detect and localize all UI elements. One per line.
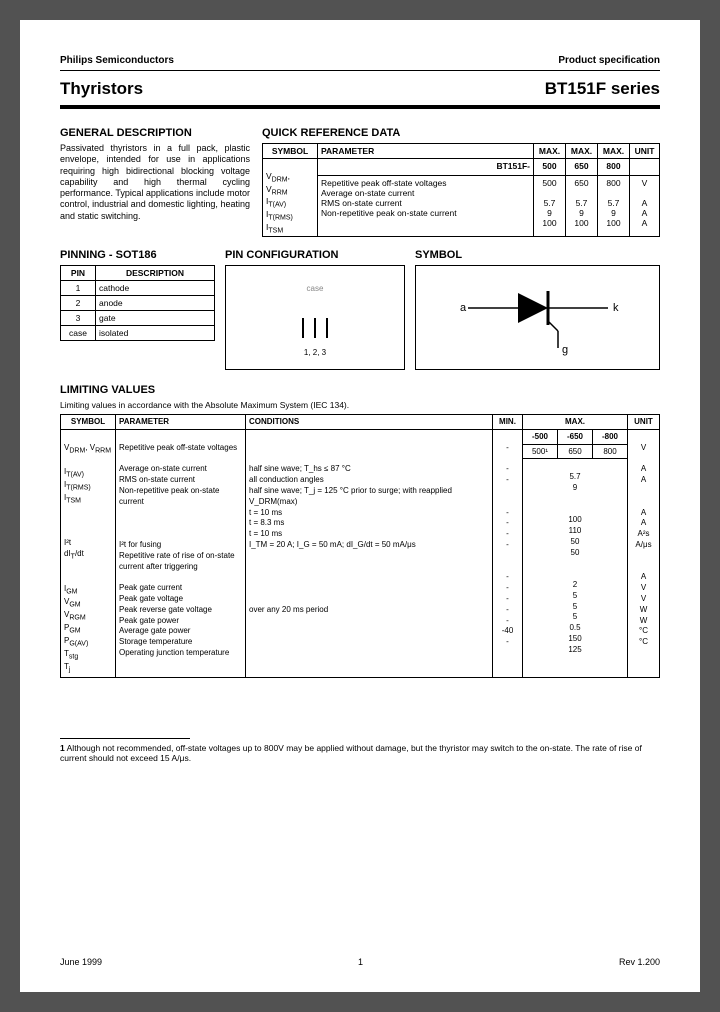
svg-text:a: a [460, 302, 467, 314]
qref-unit-blank [630, 159, 660, 176]
qref-part-800: 800 [598, 159, 630, 176]
quick-reference: QUICK REFERENCE DATA SYMBOL PARAMETER MA… [262, 127, 660, 237]
lim-min: -------------40- [493, 430, 523, 678]
thyristor-icon: a k g [448, 273, 628, 363]
pinning-table: PIN DESCRIPTION 1cathode 2anode 3gate ca… [60, 265, 215, 341]
limiting-note: Limiting values in accordance with the A… [60, 400, 660, 410]
footer-rev: Rev 1.200 [619, 957, 660, 967]
qref-part-500: 500 [534, 159, 566, 176]
lim-units: VAAAAA²sA/μsAVVWW°C°C [628, 430, 660, 678]
pin-col-desc: DESCRIPTION [96, 266, 215, 281]
footnote-rule [60, 738, 190, 739]
lim-max-merged: 5.79100110505025550.5150125 [523, 459, 628, 678]
page-header: Philips Semiconductors Product specifica… [60, 55, 660, 66]
qref-col-parameter: PARAMETER [318, 144, 534, 159]
svg-text:k: k [613, 302, 619, 314]
limiting-table: SYMBOL PARAMETER CONDITIONS MIN. MAX. UN… [60, 414, 660, 677]
pin-col-pin: PIN [61, 266, 96, 281]
pinconf-diagram: case 1, 2, 3 [225, 265, 405, 370]
lim-conditions: half sine wave; T_hs ≤ 87 °C all conduct… [246, 430, 493, 678]
svg-text:case: case [307, 284, 324, 293]
qref-col-max3: MAX. [598, 144, 630, 159]
symbol-heading: SYMBOL [415, 249, 660, 261]
qref-col-symbol: SYMBOL [263, 144, 318, 159]
qref-heading: QUICK REFERENCE DATA [262, 127, 660, 139]
pinconf-heading: PIN CONFIGURATION [225, 249, 405, 261]
qref-part-650: 650 [566, 159, 598, 176]
gendesc-heading: GENERAL DESCRIPTION [60, 127, 250, 139]
qref-col-max2: MAX. [566, 144, 598, 159]
header-rule [60, 70, 660, 71]
qref-units: V A A A [630, 175, 660, 237]
page-footer: June 1999 1 Rev 1.200 [60, 957, 660, 967]
qref-symbols: VDRM,VRRM IT(AV) IT(RMS) ITSM [263, 159, 318, 237]
company-name: Philips Semiconductors [60, 55, 174, 66]
pinning-section: PINNING - SOT186 PIN DESCRIPTION 1cathod… [60, 249, 215, 370]
symbol-section: SYMBOL a k g [415, 249, 660, 370]
general-description: GENERAL DESCRIPTION Passivated thyristor… [60, 127, 250, 237]
pinning-heading: PINNING - SOT186 [60, 249, 215, 261]
footnote-text: 1 Although not recommended, off-state vo… [60, 743, 660, 764]
qref-vals-3: 800 5.7 9 100 [598, 175, 630, 237]
thyristor-symbol: a k g [415, 265, 660, 370]
svg-text:g: g [562, 344, 568, 356]
svg-text:1, 2, 3: 1, 2, 3 [304, 348, 327, 357]
doc-type: Product specification [558, 55, 660, 66]
datasheet-page: Philips Semiconductors Product specifica… [20, 20, 700, 992]
package-icon: case 1, 2, 3 [265, 273, 365, 363]
qref-vals-2: 650 5.7 9 100 [566, 175, 598, 237]
series-title: BT151F series [545, 79, 660, 99]
qref-part-label: BT151F- [318, 159, 534, 176]
title-rule [60, 105, 660, 109]
pinconf-section: PIN CONFIGURATION case 1, 2, 3 [225, 249, 405, 370]
qref-table: SYMBOL PARAMETER MAX. MAX. MAX. UNIT VDR… [262, 143, 660, 237]
lim-symbols: VDRM, VRRM IT(AV) IT(RMS) ITSM I²t dIT/d… [61, 430, 116, 678]
limiting-heading: LIMITING VALUES [60, 384, 660, 396]
page-title: Thyristors [60, 79, 143, 99]
limiting-section: LIMITING VALUES Limiting values in accor… [60, 384, 660, 677]
footer-page: 1 [358, 957, 363, 967]
qref-params: Repetitive peak off-state voltages Avera… [318, 175, 534, 237]
gendesc-text: Passivated thyristors in a full pack, pl… [60, 143, 250, 222]
lim-params: Repetitive peak off-state voltages Avera… [116, 430, 246, 678]
qref-col-unit: UNIT [630, 144, 660, 159]
qref-vals-1: 500 5.7 9 100 [534, 175, 566, 237]
title-row: Thyristors BT151F series [60, 73, 660, 105]
footer-date: June 1999 [60, 957, 102, 967]
qref-col-max1: MAX. [534, 144, 566, 159]
